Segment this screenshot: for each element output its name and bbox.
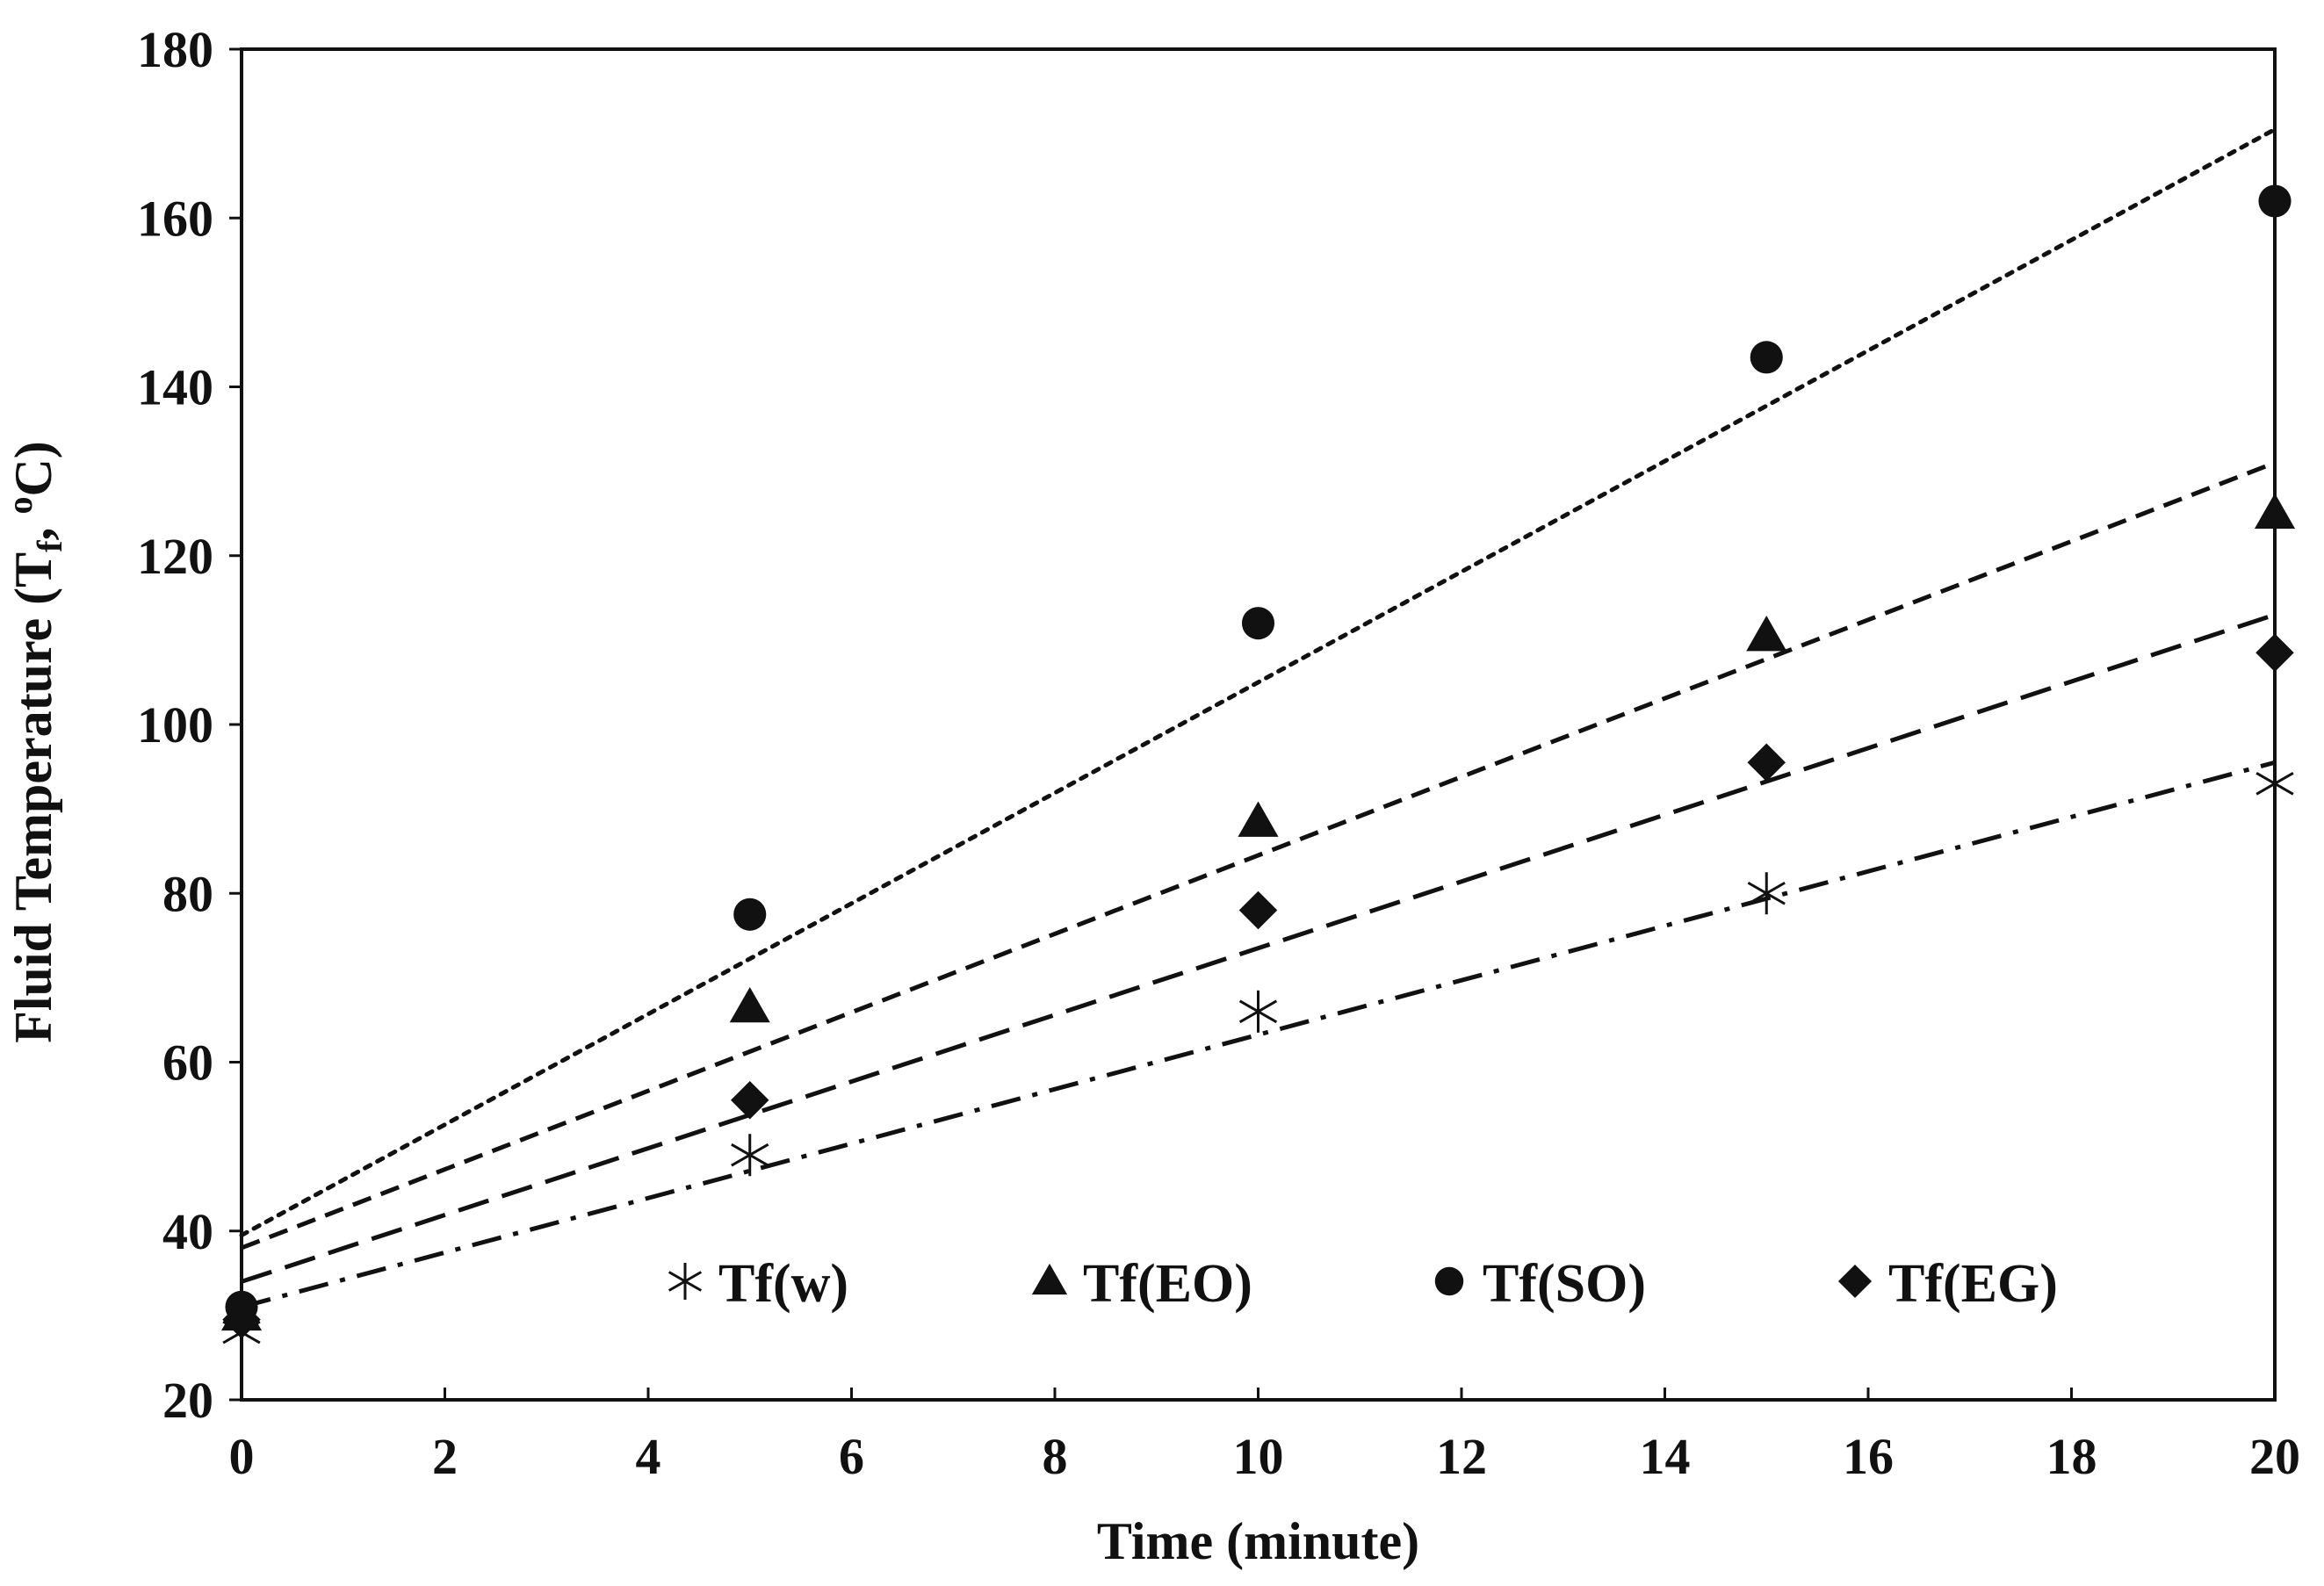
y-tick-label: 80 bbox=[162, 865, 213, 922]
y-axis-title-separator: , bbox=[4, 515, 62, 541]
y-tick-label: 120 bbox=[137, 528, 213, 585]
data-point-tfw bbox=[731, 1134, 769, 1177]
x-tick-label: 14 bbox=[1640, 1428, 1691, 1485]
x-axis-title: Time (minute) bbox=[1097, 1512, 1419, 1570]
y-tick-label: 180 bbox=[137, 21, 213, 78]
data-point-tfso bbox=[1241, 607, 1275, 640]
trend-lines bbox=[239, 126, 2277, 1309]
legend-marker-tfeo bbox=[1031, 1263, 1068, 1295]
x-tick-label: 16 bbox=[1843, 1428, 1894, 1485]
y-axis-title: Fluid Temperature (Tf, oC) bbox=[0, 441, 69, 1043]
x-tick-label: 20 bbox=[2249, 1428, 2300, 1485]
legend: Tf(w) Tf(EO) Tf(SO) Tf(EG) bbox=[668, 1254, 2058, 1314]
trend-line-tfso bbox=[239, 126, 2277, 1238]
x-tick-label: 18 bbox=[2046, 1428, 2097, 1485]
legend-label-tfeg: Tf(EG) bbox=[1888, 1254, 2058, 1314]
x-tick-label: 10 bbox=[1233, 1428, 1284, 1485]
y-tick-label: 100 bbox=[137, 696, 213, 753]
data-markers bbox=[220, 184, 2296, 1354]
x-tick-label: 8 bbox=[1043, 1428, 1068, 1485]
data-point-tfeg bbox=[1747, 743, 1786, 782]
trend-line-tfeo bbox=[241, 460, 2276, 1251]
plot-area-frame bbox=[240, 47, 2277, 1402]
x-tick-label: 6 bbox=[839, 1428, 864, 1485]
legend-label-tfso: Tf(SO) bbox=[1483, 1254, 1646, 1314]
x-tick-label: 0 bbox=[229, 1428, 255, 1485]
y-axis-title-degree: o bbox=[0, 497, 40, 515]
data-point-tfeg bbox=[730, 1080, 769, 1120]
data-point-tfw bbox=[1747, 872, 1786, 915]
y-tick-label: 160 bbox=[137, 190, 213, 247]
x-tick-label: 4 bbox=[636, 1428, 661, 1485]
y-axis-title-unit: C) bbox=[4, 441, 62, 496]
y-tick-label: 60 bbox=[162, 1035, 213, 1092]
legend-label-tfw: Tf(w) bbox=[718, 1254, 848, 1314]
legend-marker-tfeg bbox=[1837, 1264, 1873, 1299]
y-axis-title-main: Fluid Temperature (T bbox=[4, 552, 62, 1043]
data-point-tfeg bbox=[1238, 890, 1278, 930]
legend-marker-tfso bbox=[1434, 1266, 1464, 1296]
trend-line-tfw bbox=[241, 760, 2276, 1309]
y-tick-label: 40 bbox=[162, 1203, 213, 1260]
axis-ticks: 0 2 4 6 8 10 12 14 16 18 20 20 40 60 80 100 120 140 160 180 bbox=[137, 21, 2300, 1485]
y-axis-title-subscript: f bbox=[30, 540, 69, 552]
data-point-tfso bbox=[1750, 341, 1783, 374]
trend-line-tfeg bbox=[241, 612, 2276, 1284]
x-tick-label: 2 bbox=[432, 1428, 458, 1485]
y-tick-label: 20 bbox=[162, 1372, 213, 1429]
legend-label-tfeo: Tf(EO) bbox=[1083, 1254, 1252, 1314]
x-tick-label: 12 bbox=[1436, 1428, 1487, 1485]
data-point-tfeo bbox=[1238, 801, 1279, 837]
legend-marker-tfw bbox=[668, 1263, 703, 1300]
data-point-tfeo bbox=[1746, 616, 1787, 652]
data-point-tfw bbox=[1238, 990, 1278, 1033]
data-point-tfso bbox=[733, 898, 767, 931]
y-tick-label: 140 bbox=[137, 359, 213, 416]
data-point-tfeo bbox=[729, 986, 770, 1023]
